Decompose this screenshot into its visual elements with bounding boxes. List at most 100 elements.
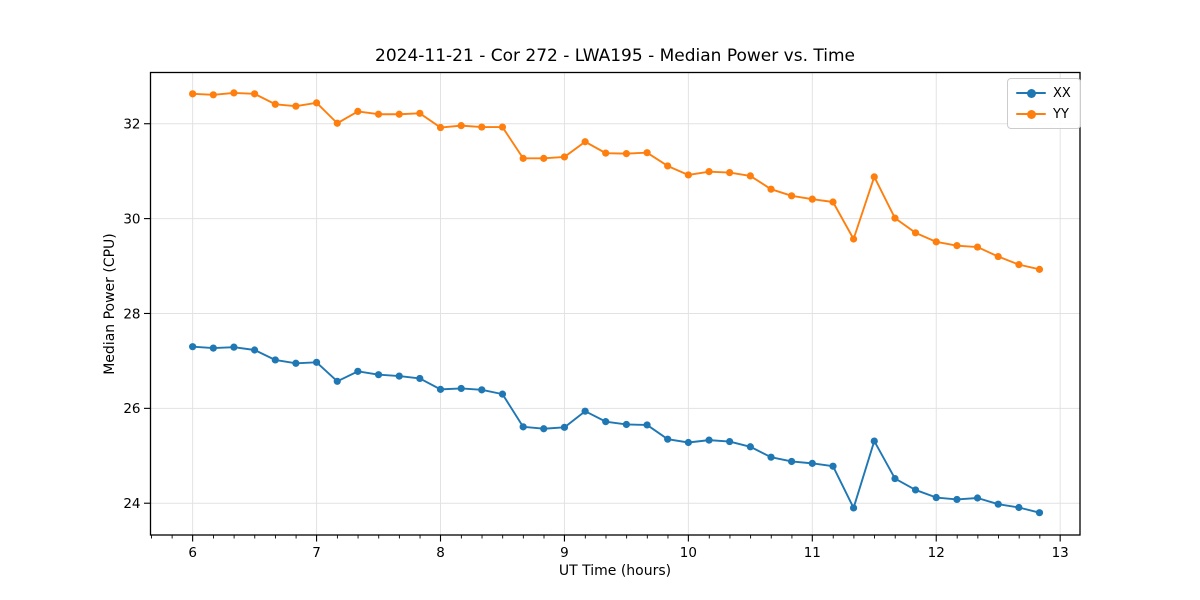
data-point [953, 242, 961, 250]
x-tick-label-10: 10 [680, 545, 697, 561]
data-point [540, 154, 548, 162]
data-point [911, 229, 920, 237]
data-point [705, 168, 713, 176]
data-point [519, 423, 527, 431]
data-point [829, 198, 837, 206]
data-point [726, 168, 734, 177]
data-point [416, 109, 424, 117]
data-point [478, 123, 486, 131]
series-line-XX [192, 345, 1040, 514]
data-point [457, 122, 465, 130]
data-point [189, 343, 197, 351]
data-point [664, 435, 672, 443]
x-tick-label-8: 8 [436, 545, 445, 561]
x-tick-label-12: 12 [928, 545, 945, 561]
data-point [684, 171, 692, 179]
data-point [478, 386, 486, 394]
x-tick-label-9: 9 [560, 545, 569, 561]
data-point [932, 238, 940, 246]
data-point [498, 123, 507, 131]
data-point [994, 500, 1002, 508]
data-point [395, 372, 403, 380]
data-point [891, 214, 899, 222]
y-tick-label-32: 32 [123, 117, 140, 133]
x-axis-label: UT Time (hours) [558, 563, 672, 579]
legend-label: YY [1053, 106, 1069, 122]
y-tick-label-30: 30 [123, 211, 140, 227]
y-axis-label: Median Power (CPU) [102, 233, 118, 375]
legend-line-marker-sample [1016, 87, 1046, 99]
data-point [251, 346, 259, 354]
data-point [540, 425, 548, 433]
data-point [849, 504, 858, 512]
series-markers-YY [189, 89, 1044, 273]
data-point [808, 459, 816, 467]
data-point [911, 486, 920, 494]
data-point [849, 235, 858, 243]
data-point [726, 437, 734, 446]
x-tick-label-13: 13 [1052, 545, 1069, 561]
y-tick-label-28: 28 [123, 306, 140, 322]
data-point [251, 90, 259, 98]
data-point [1035, 509, 1044, 517]
data-point [209, 91, 217, 99]
data-point [498, 390, 507, 398]
series-line-YY [192, 91, 1040, 271]
data-point [622, 150, 631, 158]
data-point [374, 371, 383, 379]
data-point [333, 377, 341, 385]
data-point [457, 384, 465, 393]
data-point [189, 90, 197, 98]
data-point [788, 457, 796, 466]
data-point [581, 138, 589, 146]
data-point [1015, 503, 1023, 512]
data-point [354, 367, 362, 375]
legend-item-xx: XX [1016, 84, 1071, 102]
data-point [643, 149, 651, 157]
chart-title: 2024-11-21 - Cor 272 - LWA195 - Median P… [375, 46, 855, 66]
data-point [788, 192, 796, 200]
data-point [271, 356, 279, 364]
legend: XX YY [1007, 78, 1081, 129]
data-point [994, 252, 1002, 261]
data-point [767, 185, 775, 193]
data-point [230, 343, 238, 351]
data-point [746, 172, 754, 180]
data-point [932, 493, 940, 502]
legend-line-marker-sample [1016, 108, 1046, 120]
data-point [560, 423, 569, 431]
data-point [395, 110, 403, 118]
data-point [767, 453, 775, 461]
data-point [292, 359, 300, 367]
data-point [891, 474, 899, 483]
data-point [333, 119, 341, 127]
data-point [664, 162, 672, 170]
x-tick-label-6: 6 [188, 545, 197, 561]
data-point [973, 243, 982, 251]
y-tick-label-24: 24 [123, 496, 140, 512]
series-markers-XX [189, 343, 1044, 517]
x-tick-label-11: 11 [804, 545, 821, 561]
data-point [292, 102, 300, 110]
data-point [602, 149, 610, 157]
data-point [705, 436, 713, 444]
data-point [519, 154, 527, 162]
data-point [870, 173, 878, 181]
data-point [973, 494, 982, 502]
legend-label: XX [1053, 85, 1071, 101]
data-point [602, 418, 610, 426]
data-point [230, 89, 238, 97]
x-tick-label-7: 7 [312, 545, 321, 561]
data-point [436, 385, 445, 393]
data-point [581, 407, 589, 415]
data-point [209, 344, 217, 352]
data-point [271, 100, 279, 108]
data-point [684, 438, 692, 447]
data-point [374, 110, 383, 118]
legend-item-yy: YY [1016, 105, 1071, 123]
plot-border [149, 71, 1081, 536]
data-point [808, 195, 816, 203]
data-point [436, 123, 445, 132]
